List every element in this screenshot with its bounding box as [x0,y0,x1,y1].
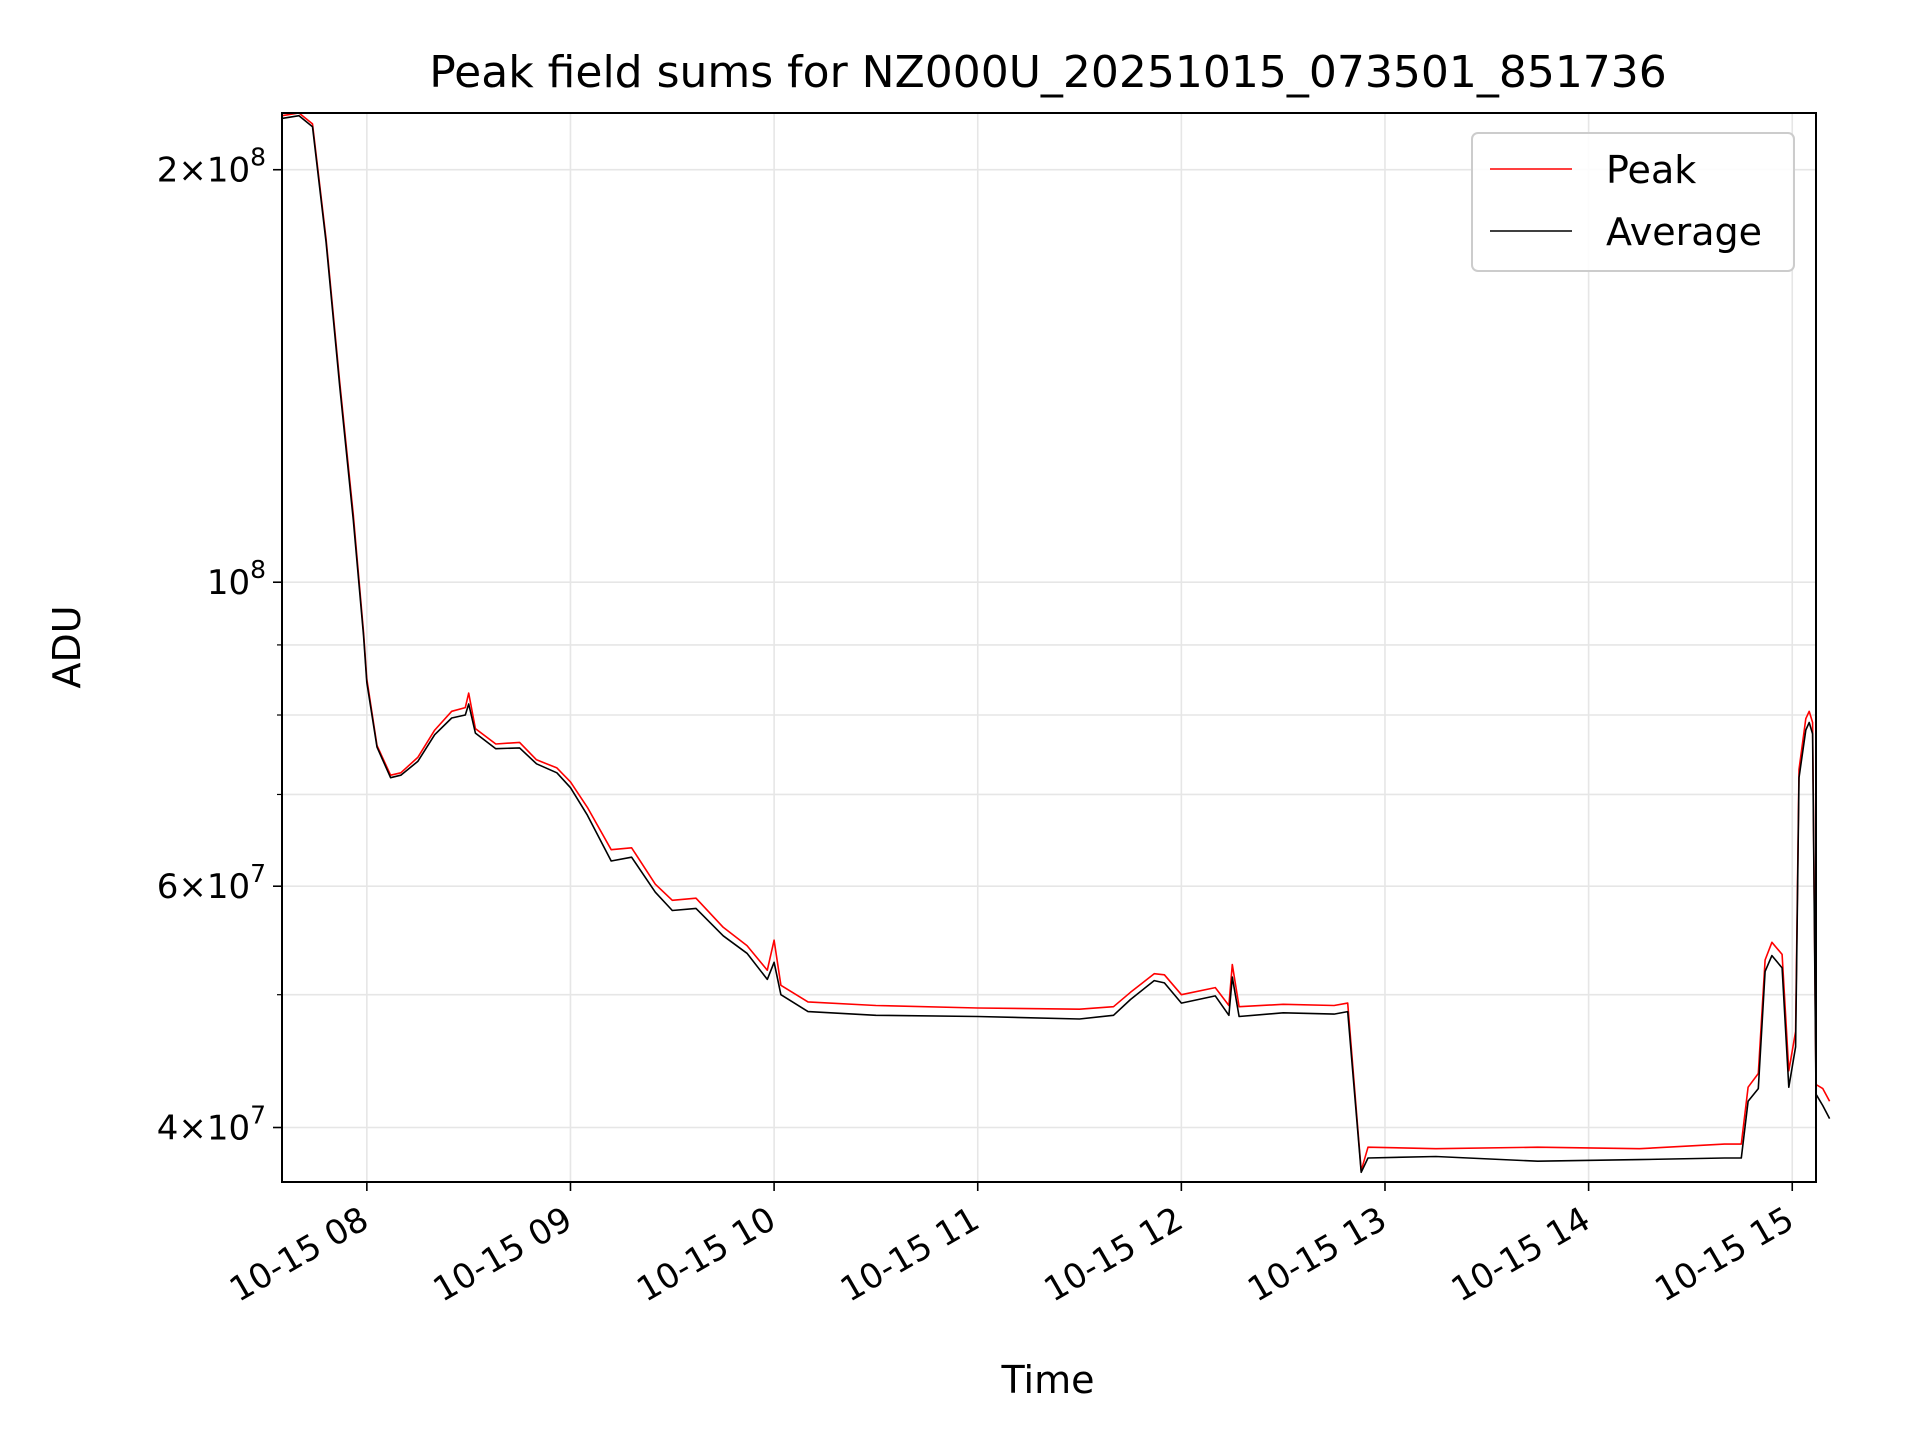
y-tick-label: 108 [207,555,266,603]
series-line-average [281,114,1831,1174]
grid [282,113,1816,1182]
y-axis-ticks: 4×107 6×107 108 2×108 [157,143,282,1149]
series-layer [281,112,1831,1174]
y-axis-label: ADU [45,605,89,688]
y-tick-label: 4×107 [157,1101,266,1149]
legend: Peak Average [1471,132,1795,272]
y-tick-label: 6×107 [157,859,266,907]
legend-box [1471,132,1795,272]
y-tick-label: 2×108 [157,143,266,191]
x-axis-label: Time [1001,1358,1095,1402]
legend-label-peak: Peak [1606,148,1696,192]
legend-label-average: Average [1606,210,1762,254]
chart-title: Peak field sums for NZ000U_20251015_0735… [429,47,1667,98]
plot-frame [281,112,1817,1183]
